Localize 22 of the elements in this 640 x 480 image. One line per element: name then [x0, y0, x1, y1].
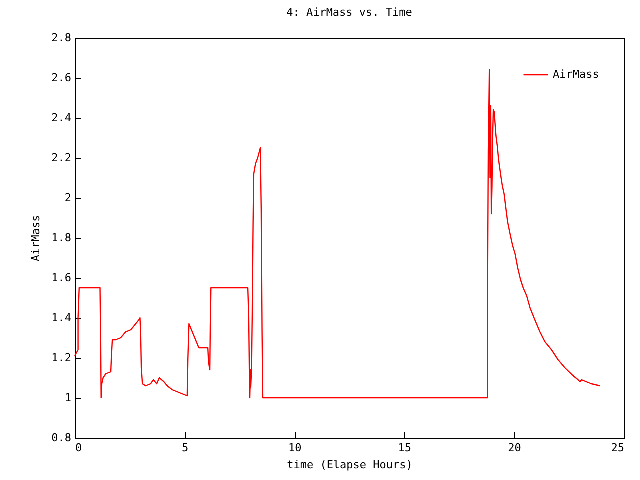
y-tick-label: 1.4 [52, 312, 72, 324]
x-tick-label: 5 [182, 442, 189, 454]
line-series [74, 69, 601, 399]
x-tick-label: 0 [76, 442, 82, 454]
chart-title: 4: AirMass vs. Time [286, 6, 412, 19]
y-tick-label: 1.2 [52, 352, 72, 364]
x-axis-title: time (Elapse Hours) [287, 458, 413, 472]
legend-label: AirMass [553, 68, 600, 81]
x-tick-label: 20 [508, 442, 522, 454]
y-tick-label: 2.2 [52, 152, 72, 164]
x-tick-label: 10 [288, 442, 302, 454]
y-tick-label: 1.6 [52, 272, 72, 284]
y-tick-label: 1.8 [52, 232, 72, 244]
x-tick-label: 15 [398, 442, 412, 454]
y-tick-label: 2 [64, 192, 72, 204]
y-axis-title: AirMass [30, 215, 43, 262]
y-tick-label: 2.8 [52, 32, 72, 44]
y-tick-label: 1 [64, 392, 72, 404]
y-tick-label: 2.4 [52, 112, 72, 124]
y-tick-label: 0.8 [52, 432, 72, 444]
y-tick-label: 2.6 [52, 72, 72, 84]
x-tick-label: 25 [611, 442, 624, 454]
